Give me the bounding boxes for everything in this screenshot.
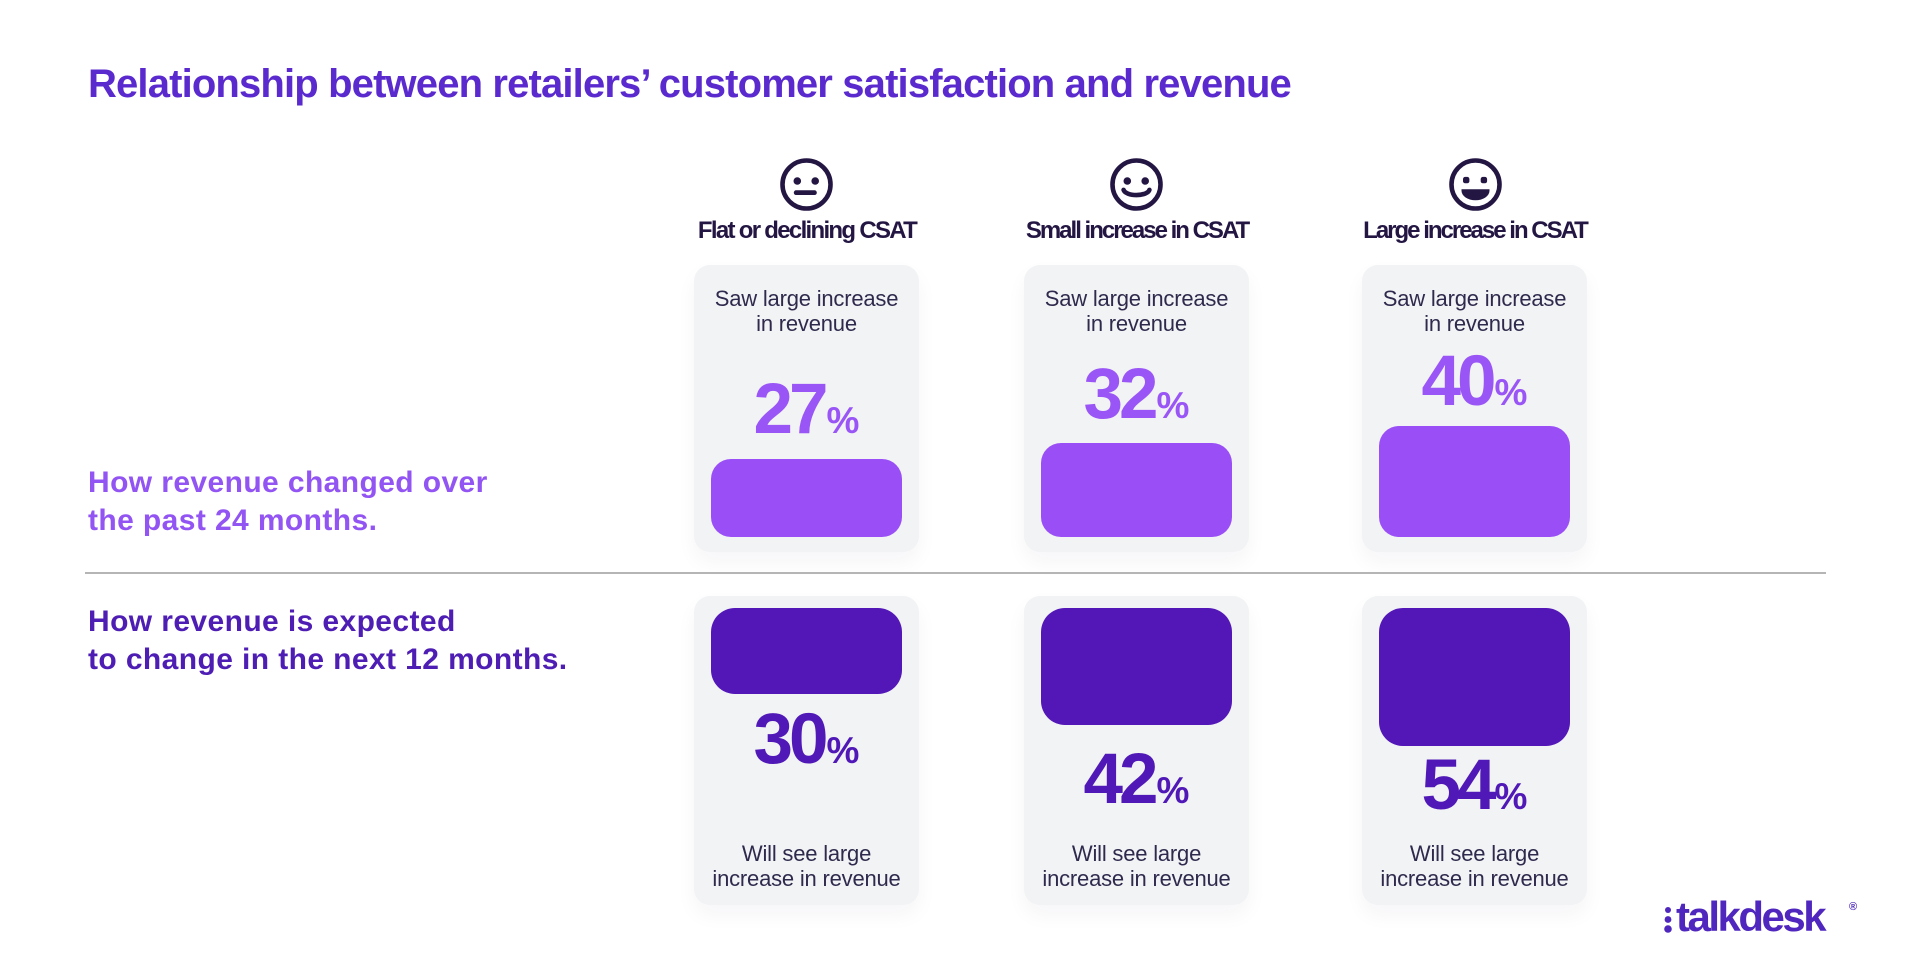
svg-text:talkdesk: talkdesk: [1676, 893, 1827, 940]
svg-text:®: ®: [1849, 901, 1857, 913]
